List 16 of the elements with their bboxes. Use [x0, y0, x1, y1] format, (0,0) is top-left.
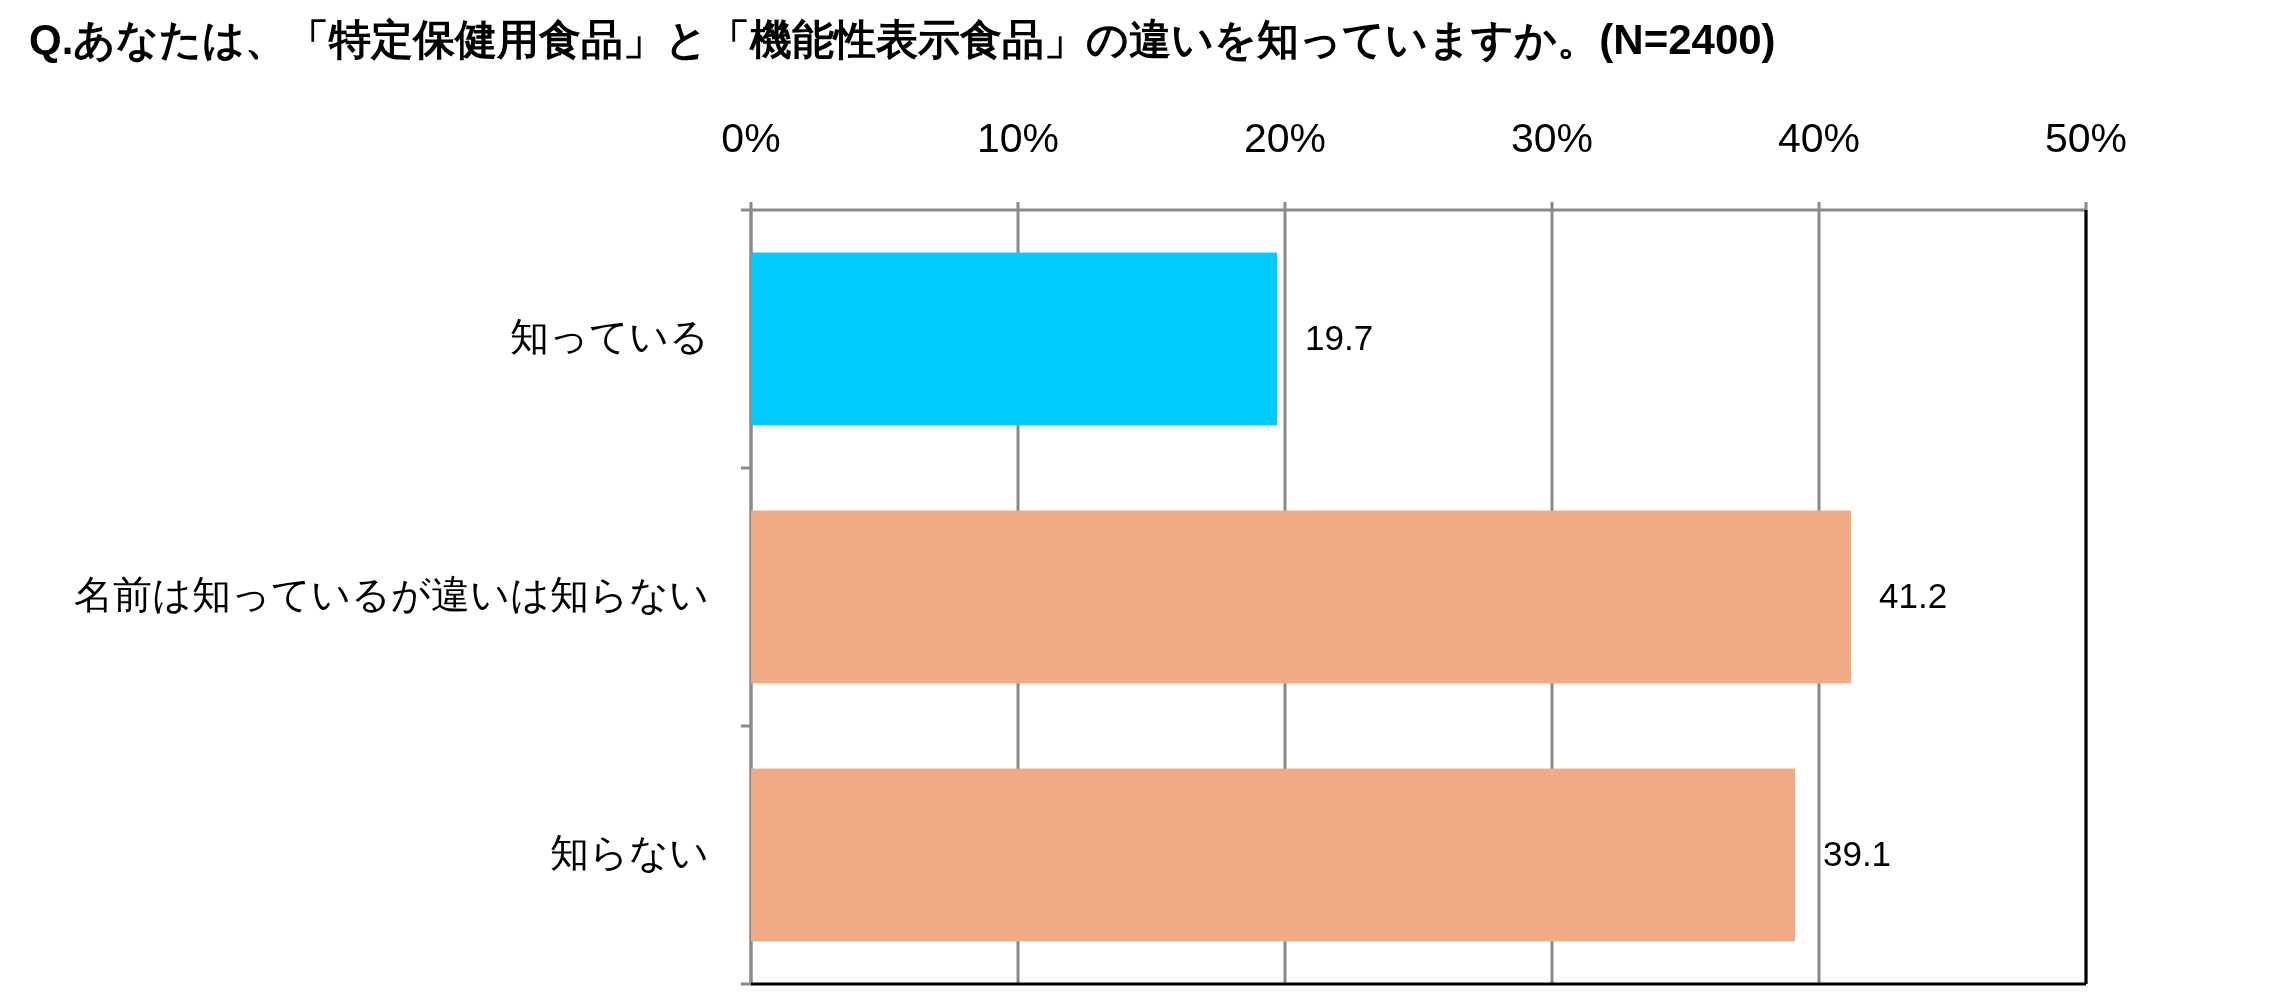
data-label: 41.2 — [1879, 576, 1948, 615]
y-tick-label: 知っている — [510, 315, 709, 358]
x-tick-label: 0% — [721, 115, 781, 161]
x-tick-label: 30% — [1510, 115, 1594, 161]
bar — [751, 252, 1277, 426]
data-label: 39.1 — [1822, 834, 1892, 873]
y-tick-label: 知らない — [550, 831, 709, 874]
x-tick-label: 10% — [976, 115, 1060, 161]
x-tick-label: 20% — [1243, 115, 1327, 161]
bar — [751, 510, 1852, 684]
y-tick-label: 名前は知っているが違いは知らない — [74, 573, 709, 616]
chart-title: Q.あなたは、「特定保健用食品」と「機能性表示食品」の違いを知っていますか。(N=2400) — [29, 16, 1776, 63]
bar — [751, 768, 1795, 942]
x-tick-label: 40% — [1777, 115, 1861, 161]
x-tick-label: 50% — [2044, 115, 2128, 161]
data-label: 19.7 — [1304, 318, 1374, 357]
